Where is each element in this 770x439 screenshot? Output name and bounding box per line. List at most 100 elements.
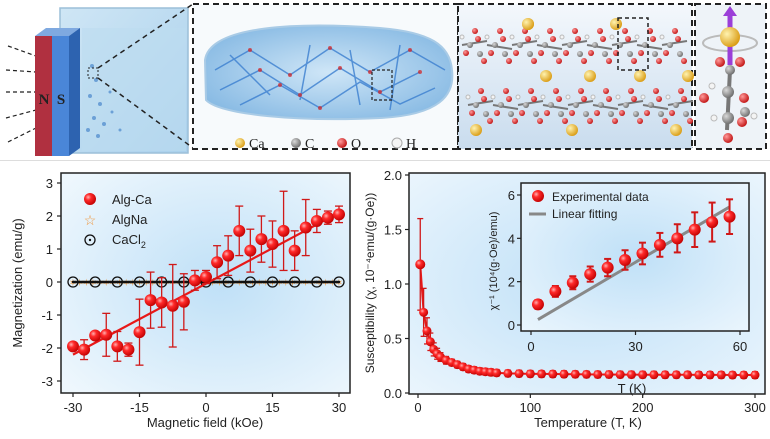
cacl2-point — [222, 276, 234, 288]
alg-ca-point — [100, 328, 113, 341]
algna-point: ✶ — [288, 278, 296, 289]
algna-point: ✶ — [268, 278, 276, 289]
alg-ca-point — [122, 343, 135, 356]
susceptibility-point — [694, 370, 704, 380]
inset-legend: Experimental data Linear fitting — [529, 190, 649, 221]
susceptibility-point — [649, 370, 659, 380]
y-tick-label: 0 — [46, 275, 53, 290]
algna-point: ✶ — [69, 278, 77, 289]
water-tank — [59, 7, 189, 154]
susceptibility-chart-panel: 0 100 200 300 0.0 0.5 1.0 1.5 2.0 Temperature (T… — [360, 160, 770, 433]
algna-point: ✶ — [122, 278, 130, 289]
schematic-svg: N S — [5, 3, 767, 156]
algna-point: ✶ — [135, 278, 143, 289]
field-lines — [5, 45, 37, 143]
x-tick-label: 100 — [519, 400, 541, 415]
algna-point: ✶ — [248, 278, 256, 289]
alg-ca-point — [133, 326, 146, 339]
y-axis-label: Susceptibility (χ, 10⁻⁴emu/(g·Oe)) — [363, 193, 377, 374]
algna-point: ✶ — [102, 278, 110, 289]
y-axis-label: Magnetization (emu/g) — [10, 218, 25, 347]
y-tick-label: -3 — [41, 374, 53, 389]
cacl2-point — [311, 276, 323, 288]
susceptibility-point — [570, 369, 580, 379]
x-tick-label: 15 — [265, 400, 279, 415]
experimental-point — [653, 238, 666, 251]
ca-atom — [566, 124, 578, 136]
cacl2-point-center — [249, 280, 252, 284]
legend-c: C — [305, 137, 314, 152]
algna-point: ✶ — [155, 278, 163, 289]
inset-y-axis-label: χ⁻¹ (10⁴(g·Oe)/emu) — [488, 212, 500, 311]
alg-ca-point — [321, 211, 334, 224]
algna-point: ✶ — [222, 278, 230, 289]
ca-atom — [540, 70, 552, 82]
ca-atom — [522, 18, 534, 30]
legend-label-alg-ca: Alg-Ca — [112, 192, 153, 207]
x-tick-label: 30 — [332, 400, 346, 415]
cacl2-point — [111, 276, 123, 288]
algna-point: ✶ — [328, 278, 336, 289]
legend-label-algna: AlgNa — [112, 212, 148, 227]
cacl2-point — [244, 276, 256, 288]
alg-ca-point — [310, 214, 323, 227]
algna-point: ✶ — [282, 278, 290, 289]
y-tick-label: 2.0 — [384, 168, 402, 183]
x-axis-label: Temperature (T, K) — [534, 415, 642, 430]
alg-ca-point — [155, 296, 168, 309]
y-tick-label: 1.5 — [384, 223, 402, 238]
experimental-point — [706, 216, 719, 229]
x-tick-label: -30 — [64, 400, 83, 415]
algna-point: ✶ — [235, 278, 243, 289]
susceptibility-point — [415, 259, 426, 270]
chain-panel — [457, 3, 694, 150]
alg-ca-point — [67, 340, 79, 353]
susceptibility-point — [503, 368, 513, 378]
alg-ca-point — [177, 295, 190, 308]
susceptibility-point — [582, 369, 591, 379]
alg-ca-point — [200, 271, 212, 284]
susceptibility-point — [525, 369, 535, 379]
algna-point: ✶ — [149, 278, 157, 289]
x-tick-label: 200 — [632, 400, 654, 415]
magnetization-chart-panel: ✶✶✶✶✶✶✶✶✶✶✶✶✶✶✶✶✶✶✶✶✶✶✶✶✶✶✶✶✶✶✶✶✶✶✶✶✶✶✶✶… — [0, 160, 360, 433]
susceptibility-point — [683, 370, 693, 380]
magnet-north-label: N — [39, 92, 50, 108]
algna-point: ✶ — [262, 278, 270, 289]
x-tick-label: 0 — [202, 400, 209, 415]
alg-ca-point — [188, 274, 201, 287]
cacl2-point — [289, 276, 301, 288]
alg-ca-point — [255, 233, 268, 246]
o-atom-icon — [337, 138, 347, 148]
algna-point: ✶ — [82, 278, 90, 289]
x-tick-label: 300 — [744, 400, 766, 415]
algna-point: ✶ — [275, 278, 283, 289]
alg-ca-point — [288, 244, 301, 257]
inset-y-tick-label: 4 — [508, 231, 515, 246]
cacl2-point-center — [337, 280, 341, 284]
ca-atom — [634, 70, 646, 82]
inset-x-tick-label: 0 — [527, 339, 534, 354]
y-tick-label: -2 — [41, 341, 53, 356]
cacl2-point — [333, 276, 345, 288]
cacl2-point-center — [315, 280, 319, 284]
y-tick-label: 0.0 — [384, 386, 402, 401]
alg-ca-point — [333, 208, 345, 221]
cacl2-point — [67, 276, 79, 288]
susceptibility-point — [419, 307, 429, 317]
susceptibility-point — [671, 370, 681, 380]
c-atom-icon — [291, 138, 301, 148]
alg-ca-point — [233, 224, 246, 237]
magnetization-chart: ✶✶✶✶✶✶✶✶✶✶✶✶✶✶✶✶✶✶✶✶✶✶✶✶✶✶✶✶✶✶✶✶✶✶✶✶✶✶✶✶… — [10, 172, 351, 430]
experimental-point — [671, 232, 684, 245]
legend-marker-cacl2 — [84, 234, 96, 246]
experimental-point — [584, 268, 597, 281]
y-tick-label: 2 — [46, 209, 53, 224]
y-tick-label: 1.0 — [384, 277, 402, 292]
magnet-south-label: S — [57, 92, 65, 108]
legend-label-experimental: Experimental data — [552, 190, 649, 204]
susceptibility-point — [615, 370, 625, 380]
legend-marker-experimental — [532, 190, 544, 202]
ca-atom — [682, 70, 694, 82]
alg-ca-point — [222, 249, 235, 262]
